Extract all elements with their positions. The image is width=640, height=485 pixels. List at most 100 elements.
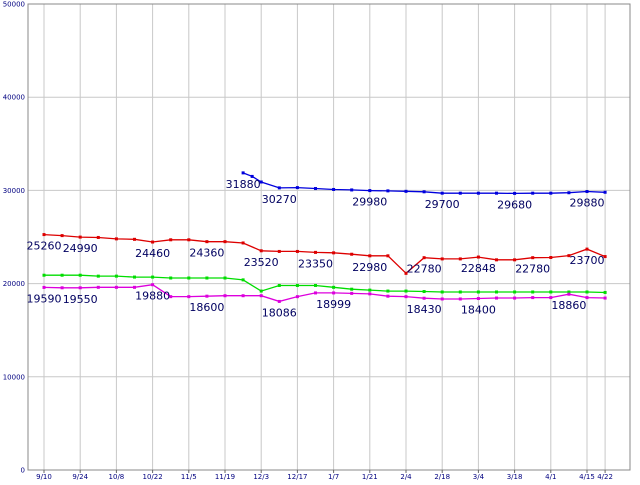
data-point <box>96 285 100 289</box>
data-point <box>386 289 390 293</box>
data-point <box>531 191 535 195</box>
data-point <box>531 290 535 294</box>
data-label: 30270 <box>262 193 297 206</box>
y-tick-label: 0 <box>21 467 25 475</box>
series-layer <box>42 171 607 303</box>
data-label: 19550 <box>63 293 98 306</box>
data-point <box>458 257 462 261</box>
data-label: 24360 <box>189 247 224 260</box>
data-point <box>151 283 155 287</box>
data-point <box>250 174 254 178</box>
axis-layer: 0 10000 20000 30000 40000 50000 9/10 9/24 10/8 10… <box>3 1 631 481</box>
data-point <box>314 187 317 191</box>
data-point <box>332 285 336 289</box>
data-point <box>368 189 372 193</box>
data-point <box>603 290 607 294</box>
data-point <box>603 296 607 300</box>
data-point <box>513 290 517 294</box>
data-point <box>549 256 553 260</box>
data-point <box>223 276 227 280</box>
data-point <box>277 283 281 287</box>
x-tick-label: 2/4 <box>400 473 412 480</box>
x-tick-label: 3/4 <box>473 473 485 480</box>
data-point <box>169 276 173 280</box>
data-point <box>603 255 607 259</box>
data-point <box>169 238 173 242</box>
data-point <box>386 254 390 258</box>
y-tick-label: 30000 <box>3 187 25 195</box>
data-label: 23350 <box>298 257 333 270</box>
series-line-0 <box>242 172 606 195</box>
data-point <box>513 191 517 195</box>
data-point <box>531 296 535 300</box>
data-label: 18999 <box>316 298 351 311</box>
data-point <box>603 190 607 194</box>
data-point <box>476 255 480 259</box>
data-label: 18086 <box>262 306 297 319</box>
data-point <box>440 191 444 195</box>
data-point <box>585 190 589 194</box>
data-label: 22848 <box>461 262 496 275</box>
data-point <box>585 290 589 294</box>
data-point <box>133 285 136 289</box>
data-point <box>440 257 444 261</box>
data-point <box>114 274 118 278</box>
data-point <box>277 186 281 190</box>
data-label: 24460 <box>135 247 170 260</box>
data-label: 18400 <box>461 304 496 317</box>
data-point <box>585 247 589 251</box>
x-tick-label: 9/10 <box>36 473 52 480</box>
data-label: 18430 <box>407 303 442 316</box>
data-point <box>241 294 245 298</box>
data-point <box>259 249 263 253</box>
data-point <box>205 240 209 244</box>
data-point <box>404 271 408 275</box>
data-label: 31880 <box>226 178 261 191</box>
data-point <box>187 238 191 242</box>
data-point <box>241 241 245 245</box>
data-point <box>422 296 426 300</box>
data-label: 23520 <box>244 256 279 269</box>
data-point <box>476 297 480 301</box>
data-point <box>114 237 118 241</box>
data-point <box>404 295 408 299</box>
data-point <box>78 286 82 290</box>
data-point <box>440 297 444 301</box>
data-point <box>187 276 191 280</box>
data-point <box>422 290 426 294</box>
x-tick-label: 2/18 <box>434 473 450 480</box>
data-point <box>42 285 46 289</box>
data-point <box>513 296 517 300</box>
data-point <box>259 180 263 184</box>
data-point <box>259 294 263 298</box>
data-point <box>495 191 498 195</box>
y-tick-label: 50000 <box>3 1 25 9</box>
data-point <box>42 273 46 277</box>
data-point <box>295 283 299 287</box>
data-label: 29680 <box>497 198 532 211</box>
data-point <box>440 290 444 294</box>
y-tick-label: 40000 <box>3 94 25 102</box>
data-point <box>187 295 191 299</box>
data-point <box>295 249 299 253</box>
data-point <box>458 297 462 301</box>
x-tick-label: 4/1 <box>545 473 556 480</box>
data-point <box>422 190 426 194</box>
data-point <box>422 256 426 260</box>
data-point <box>368 292 372 296</box>
series-line-1 <box>43 233 606 275</box>
data-point <box>151 240 155 244</box>
data-label: 18600 <box>189 301 224 314</box>
data-point <box>60 286 64 290</box>
y-tick-label: 10000 <box>3 373 25 381</box>
data-point <box>114 285 118 289</box>
data-point <box>458 290 462 294</box>
data-label: 29880 <box>570 197 605 210</box>
data-point <box>350 252 354 256</box>
x-tick-label: 3/18 <box>507 473 523 480</box>
data-point <box>495 258 498 262</box>
data-point <box>223 240 227 244</box>
y-tick-label: 20000 <box>3 280 25 288</box>
data-label: 29980 <box>352 196 387 209</box>
